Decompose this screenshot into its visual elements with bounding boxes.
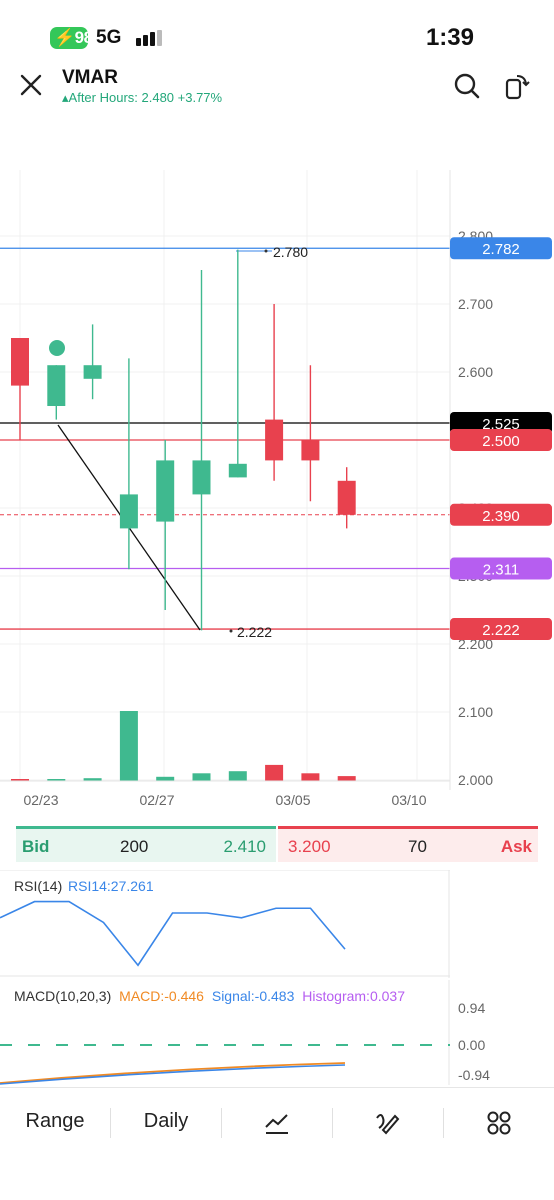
grid-menu-icon[interactable] — [486, 1110, 512, 1136]
price-tag-label: 2.222 — [482, 622, 520, 639]
macd-tick-mid: 0.00 — [458, 1037, 485, 1053]
volume-bars — [11, 711, 356, 781]
candle-body — [192, 460, 211, 495]
rsi-title: RSI(14) — [14, 878, 63, 894]
price-tag — [450, 618, 552, 641]
high-marker-dot — [264, 249, 268, 253]
ticker-symbol: VMAR — [62, 67, 118, 88]
rsi-panel[interactable]: RSI(14) RSI14:27.261 — [0, 870, 554, 978]
macd-tick-bottom: -0.94 — [458, 1067, 490, 1083]
price-tag — [450, 429, 552, 451]
battery-indicator: ⚡98 — [50, 27, 93, 49]
signal-value: Signal:-0.483 — [211, 988, 295, 1004]
event-marker-icon — [49, 340, 65, 356]
signal-line — [0, 1064, 346, 1085]
volume-bar — [47, 779, 66, 781]
volume-bar — [301, 773, 320, 781]
price-tag — [450, 412, 552, 434]
volume-bar — [83, 778, 102, 781]
candle-body — [265, 419, 284, 461]
high-price-label: 2.780 — [273, 244, 308, 260]
macd-value: MACD:-0.446 — [119, 988, 204, 1004]
draw-tool-icon[interactable] — [375, 1110, 401, 1136]
range-button[interactable]: Range — [25, 1110, 85, 1132]
price-tag-label: 2.500 — [482, 433, 520, 450]
bid-label: Bid — [22, 837, 50, 856]
after-hours-text: After Hours: 2.480 +3.77% — [68, 90, 223, 105]
volume-bar — [337, 776, 356, 781]
macd-line — [0, 1062, 346, 1084]
price-axis: 2.8002.7002.6002.5002.4002.3002.2002.100… — [449, 170, 493, 790]
ask-panel[interactable]: 3.200 70 Ask — [278, 826, 538, 862]
candle-body — [47, 365, 66, 406]
volume-bar — [228, 771, 247, 781]
price-tick-label: 2.700 — [458, 296, 493, 312]
clock: 1:39 — [425, 24, 474, 51]
price-tag-label: 2.311 — [483, 562, 519, 579]
price-tag-label: 2.525 — [482, 416, 520, 433]
price-tag-label: 2.782 — [482, 241, 520, 258]
macd-chart: 0.94 0.00 -0.94 — [0, 980, 490, 1085]
bottom-toolbar: Range Daily — [0, 1087, 554, 1200]
price-tag-label: 2.390 — [482, 508, 520, 525]
volume-bar — [119, 711, 138, 781]
bid-ask-bar[interactable]: Bid 200 2.410 3.200 70 Ask — [16, 826, 538, 862]
histogram-value: Histogram:0.037 — [302, 988, 405, 1004]
signal-icon — [136, 30, 166, 46]
rsi-line — [0, 900, 346, 967]
price-level-lines — [0, 247, 450, 630]
ask-size: 70 — [408, 837, 427, 856]
header: VMAR ▴After Hours: 2.480 +3.77% — [0, 60, 554, 116]
price-tag — [450, 557, 552, 580]
close-icon[interactable] — [18, 72, 44, 98]
low-marker-dot — [229, 629, 233, 633]
price-tag — [450, 237, 552, 260]
ask-label: Ask — [500, 837, 532, 856]
volume-bar — [11, 779, 29, 781]
candle-body — [83, 365, 102, 379]
price-tick-label: 2.100 — [458, 704, 493, 720]
status-bar: ⚡98 5G 1:39 — [0, 0, 554, 70]
search-icon[interactable] — [453, 72, 481, 100]
volume-bar — [156, 776, 175, 781]
candle-body — [228, 463, 247, 478]
volume-bar — [265, 764, 284, 781]
indicators-icon[interactable] — [264, 1110, 290, 1136]
candle-body — [301, 440, 320, 461]
rsi-value: RSI14:27.261 — [68, 878, 154, 894]
date-tick-label: 03/05 — [275, 792, 310, 808]
candle-body — [337, 480, 356, 515]
candle-body — [156, 460, 175, 522]
rsi-chart — [0, 870, 450, 978]
bid-panel[interactable]: Bid 200 2.410 — [16, 826, 276, 862]
candle-body — [119, 494, 138, 529]
ask-price: 3.200 — [288, 837, 331, 856]
chart-grid — [0, 170, 450, 781]
network-label: 5G — [96, 27, 122, 48]
bid-price: 2.410 — [223, 837, 266, 856]
date-tick-label: 02/27 — [139, 792, 174, 808]
battery-level: 98 — [74, 28, 93, 47]
macd-tick-top: 0.94 — [458, 1000, 485, 1016]
volume-bar — [192, 773, 211, 781]
macd-panel[interactable]: MACD(10,20,3) MACD:-0.446 Signal:-0.483 … — [0, 980, 554, 1085]
macd-legend: MACD(10,20,3) MACD:-0.446 Signal:-0.483 … — [14, 988, 405, 1004]
price-tag — [450, 503, 552, 526]
macd-title: MACD(10,20,3) — [14, 988, 112, 1004]
low-price-label: 2.222 — [237, 624, 272, 640]
price-tick-label: 2.600 — [458, 364, 493, 380]
candles — [11, 249, 356, 631]
candle-body — [11, 338, 29, 386]
interval-button[interactable]: Daily — [143, 1110, 189, 1132]
date-tick-label: 03/10 — [391, 792, 426, 808]
date-axis: 02/23 02/27 03/05 03/10 — [0, 780, 450, 808]
date-tick-label: 02/23 — [23, 792, 58, 808]
price-tick-label: 2.000 — [458, 772, 493, 788]
after-hours-quote: ▴After Hours: 2.480 +3.77% — [62, 90, 223, 105]
rotate-screen-icon[interactable] — [503, 72, 531, 100]
bid-size: 200 — [120, 837, 149, 856]
